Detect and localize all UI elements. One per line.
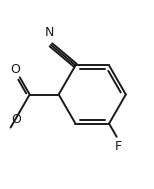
Text: O: O bbox=[10, 63, 20, 76]
Text: N: N bbox=[45, 26, 54, 40]
Text: F: F bbox=[115, 140, 122, 153]
Text: O: O bbox=[11, 113, 21, 126]
